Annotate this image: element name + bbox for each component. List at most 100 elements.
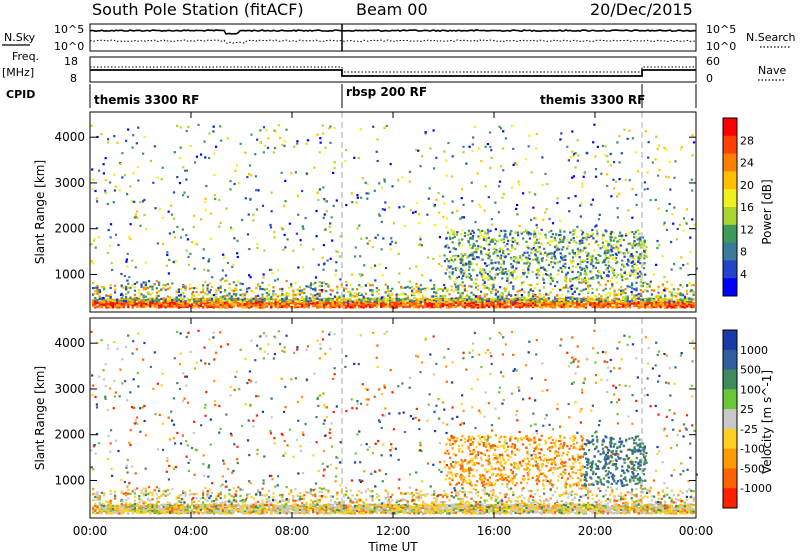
radar-cell — [257, 300, 260, 303]
radar-cell — [371, 289, 374, 292]
nsky-trace — [89, 29, 697, 35]
radar-cell — [449, 257, 453, 260]
radar-cell — [158, 207, 161, 211]
radar-cell — [327, 306, 330, 309]
radar-cell — [334, 305, 337, 308]
radar-cell — [384, 302, 387, 306]
radar-cell — [504, 289, 507, 293]
radar-cell — [214, 296, 218, 300]
radar-cell — [479, 300, 482, 303]
radar-cell — [481, 305, 484, 309]
radar-cell — [570, 238, 573, 241]
radar-cell — [265, 291, 268, 295]
radar-cell — [604, 303, 607, 306]
radar-cell — [672, 295, 675, 298]
radar-cell — [195, 300, 198, 304]
radar-cell — [259, 129, 262, 132]
radar-cell — [523, 290, 526, 294]
radar-cell — [393, 306, 396, 309]
radar-cell — [503, 300, 506, 304]
radar-cell — [501, 303, 504, 307]
radar-cell — [421, 155, 424, 158]
radar-cell — [235, 284, 238, 287]
radar-cell — [408, 303, 411, 306]
radar-cell — [200, 218, 203, 221]
radar-cell — [536, 304, 539, 307]
radar-cell — [298, 291, 301, 295]
radar-cell — [373, 189, 376, 192]
radar-cell — [254, 296, 257, 299]
radar-cell — [103, 286, 106, 289]
radar-cell — [558, 305, 561, 308]
radar-cell — [490, 301, 493, 304]
radar-cell — [484, 145, 487, 148]
radar-cell — [476, 274, 479, 277]
radar-cell — [494, 201, 497, 204]
radar-cell — [461, 281, 464, 284]
radar-cell — [569, 297, 572, 300]
radar-cell — [470, 302, 473, 305]
radar-cell — [182, 285, 185, 289]
radar-cell — [318, 301, 321, 304]
radar-cell — [290, 301, 293, 305]
radar-cell — [175, 304, 178, 307]
radar-cell — [540, 306, 543, 309]
radar-cell — [109, 306, 112, 309]
nsky-label: N.Sky — [4, 31, 36, 44]
radar-cell — [534, 193, 537, 196]
radar-cell — [169, 302, 172, 305]
radar-cell — [692, 284, 695, 287]
radar-cell — [208, 282, 211, 285]
radar-cell — [100, 298, 103, 301]
radar-cell — [561, 240, 565, 243]
radar-cell — [446, 300, 449, 303]
radar-cell — [515, 267, 518, 270]
radar-cell — [111, 302, 114, 305]
radar-cell — [430, 287, 433, 291]
radar-cell — [213, 173, 216, 177]
radar-cell — [579, 215, 582, 218]
radar-cell — [261, 293, 264, 296]
radar-cell — [360, 237, 363, 241]
radar-cell — [369, 298, 372, 301]
radar-cell — [415, 290, 418, 294]
radar-cell — [96, 288, 99, 291]
radar-cell — [323, 281, 326, 284]
radar-cell — [206, 289, 209, 292]
radar-cell — [528, 257, 531, 261]
radar-cell — [244, 151, 247, 154]
radar-cell — [329, 257, 332, 260]
radar-cell — [188, 287, 191, 290]
radar-cell — [329, 289, 332, 292]
radar-cell — [441, 295, 444, 298]
radar-cell — [648, 285, 651, 288]
radar-cell — [219, 286, 222, 290]
radar-cell — [424, 298, 427, 302]
radar-cell — [94, 286, 97, 289]
radar-cell — [333, 126, 336, 130]
radar-cell — [177, 298, 180, 301]
radar-cell — [662, 223, 666, 226]
radar-cell — [563, 278, 567, 281]
radar-cell — [628, 304, 631, 307]
radar-cell — [499, 294, 502, 297]
radar-cell — [292, 293, 295, 296]
radar-cell — [345, 203, 348, 207]
radar-cell — [510, 294, 513, 297]
radar-cell — [121, 176, 124, 179]
radar-cell — [329, 141, 332, 144]
radar-cell — [349, 300, 352, 303]
radar-cell — [451, 155, 454, 158]
radar-cell — [224, 297, 227, 300]
radar-cell — [602, 302, 605, 305]
radar-cell — [567, 303, 570, 306]
radar-cell — [609, 254, 612, 257]
radar-cell — [568, 241, 571, 244]
radar-cell — [358, 298, 361, 301]
radar-cell — [576, 303, 579, 307]
radar-cell — [151, 300, 154, 303]
radar-cell — [516, 300, 519, 304]
radar-cell — [613, 268, 616, 272]
radar-cell — [208, 156, 211, 160]
radar-cell — [132, 172, 135, 175]
